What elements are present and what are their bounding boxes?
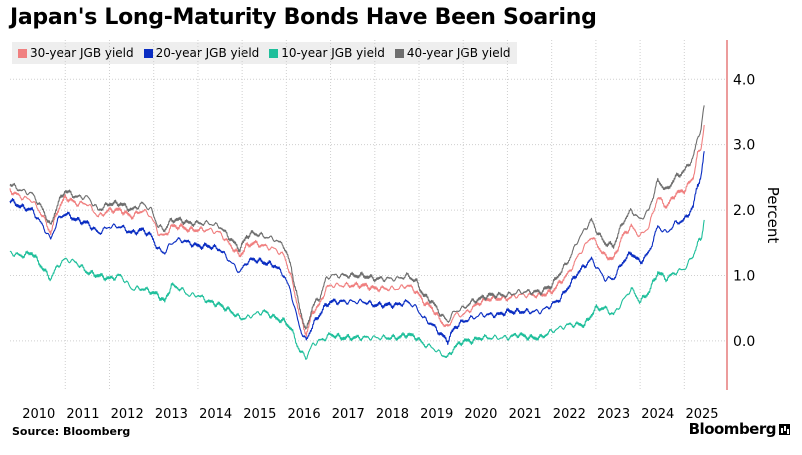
x-tick-label-2024: 2024 xyxy=(641,407,674,422)
y-tick-label-0: 0.0 xyxy=(733,334,755,350)
x-tick-label-2025: 2025 xyxy=(685,407,718,422)
x-tick-label-2012: 2012 xyxy=(111,407,144,422)
legend-entry-40y: 40-year JGB yield xyxy=(394,46,511,60)
bloomberg-terminal-icon xyxy=(779,423,790,435)
x-tick-label-2019: 2019 xyxy=(420,407,453,422)
x-tick-label-2023: 2023 xyxy=(597,407,630,422)
legend-label-40y: 40-year JGB yield xyxy=(406,46,511,60)
x-tick-label-2015: 2015 xyxy=(243,407,276,422)
x-tick-label-2018: 2018 xyxy=(376,407,409,422)
series-line-3 xyxy=(9,219,705,360)
x-tick-label-2013: 2013 xyxy=(155,407,188,422)
legend-label-30y: 30-year JGB yield xyxy=(30,46,134,60)
chart-legend: 30-year JGB yield 20-year JGB yield 10-y… xyxy=(12,42,517,64)
legend-label-20y: 20-year JGB yield xyxy=(155,46,260,60)
x-tick-label-2016: 2016 xyxy=(288,407,321,422)
x-tick-label-2017: 2017 xyxy=(332,407,365,422)
legend-swatch-40y xyxy=(394,48,404,58)
legend-label-10y: 10-year JGB yield xyxy=(281,46,385,60)
series-line-2 xyxy=(9,151,705,346)
y-tick-label-1: 1.0 xyxy=(733,269,755,285)
x-tick-label-2011: 2011 xyxy=(66,407,99,422)
x-tick-label-2021: 2021 xyxy=(509,407,542,422)
y-tick-label-3: 3.0 xyxy=(733,138,755,154)
legend-swatch-30y xyxy=(18,48,27,58)
chart-title: Japan's Long-Maturity Bonds Have Been So… xyxy=(10,5,597,30)
y-tick-label-4: 4.0 xyxy=(733,72,755,88)
x-tick-label-2022: 2022 xyxy=(553,407,586,422)
x-tick-label-2010: 2010 xyxy=(22,407,55,422)
y-axis-title: Percent xyxy=(764,187,782,244)
series-line-4 xyxy=(9,105,705,330)
brand-wordmark: Bloomberg xyxy=(688,420,777,438)
y-tick-label-2: 2.0 xyxy=(733,203,755,219)
source-note: Source: Bloomberg xyxy=(12,425,131,438)
legend-entry-10y: 10-year JGB yield xyxy=(269,46,385,60)
legend-swatch-10y xyxy=(269,48,279,58)
series-line-1 xyxy=(9,124,705,337)
legend-swatch-20y xyxy=(143,48,153,58)
brand-logo: Bloomberg xyxy=(689,420,790,438)
legend-entry-20y: 20-year JGB yield xyxy=(143,46,260,60)
legend-entry-30y: 30-year JGB yield xyxy=(18,46,134,60)
x-tick-label-2020: 2020 xyxy=(464,407,497,422)
x-tick-label-2014: 2014 xyxy=(199,407,232,422)
